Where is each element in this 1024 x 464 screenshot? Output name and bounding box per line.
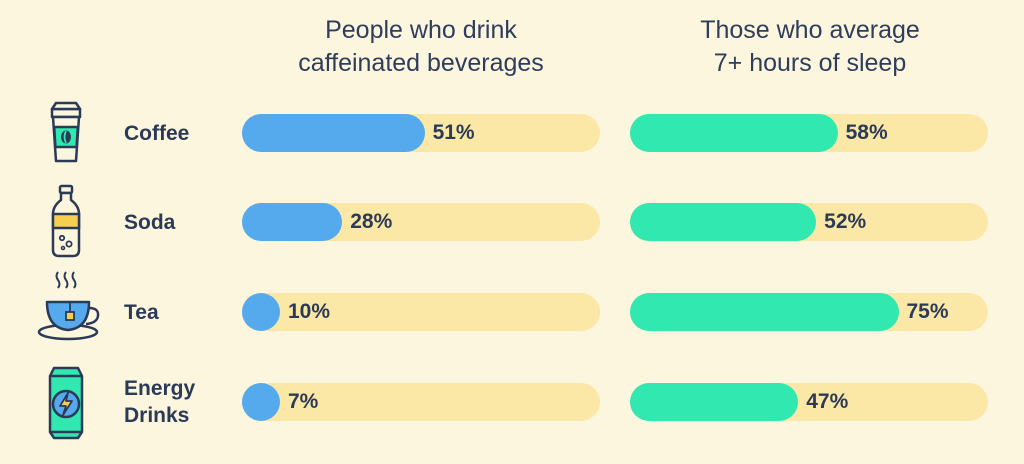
bar-track: 51% (242, 114, 600, 152)
bar-track: 7% (242, 383, 600, 421)
bar-value-label: 47% (806, 390, 849, 413)
tea-cup-icon (36, 268, 100, 348)
bar-caffeinated (242, 383, 280, 421)
bar-caffeinated (242, 293, 280, 331)
bar-value-label: 58% (845, 121, 888, 144)
bar-caffeinated (242, 114, 425, 152)
category-label: Energy Drinks (124, 375, 195, 429)
coffee-cup-icon (36, 93, 96, 173)
category-label-line: Energy (124, 377, 196, 400)
energy-drink-can-icon (36, 362, 96, 442)
bar-sleep (630, 203, 817, 241)
bar-value-label: 51% (432, 121, 475, 144)
bar-track: 47% (630, 383, 988, 421)
bar-track: 75% (630, 293, 988, 331)
series-title-sleep: Those who average 7+ hours of sleep (630, 14, 990, 80)
category-label: Coffee (124, 120, 189, 147)
chart-row: Tea 10% 75% (0, 271, 1024, 352)
bar-track: 10% (242, 293, 600, 331)
category-label-line: Soda (124, 210, 176, 234)
bar-track: 58% (630, 114, 988, 152)
bar-caffeinated (242, 203, 343, 241)
category-label-line: Coffee (124, 121, 190, 145)
chart-row: Soda 28% 52% (0, 182, 1024, 262)
bar-value-label: 52% (824, 210, 867, 233)
bar-value-label: 75% (906, 300, 949, 323)
soda-bottle-icon (36, 182, 96, 262)
bar-sleep (630, 293, 899, 331)
bar-value-label: 7% (288, 390, 319, 413)
bar-value-label: 10% (288, 300, 331, 323)
category-label-line: Tea (124, 300, 159, 324)
category-label: Tea (124, 299, 159, 326)
bar-track: 28% (242, 203, 600, 241)
chart-row: Coffee 51% 58% (0, 93, 1024, 173)
bar-value-label: 28% (350, 210, 393, 233)
bar-sleep (630, 383, 799, 421)
series-title-line: caffeinated beverages (298, 49, 544, 77)
series-title-line: People who drink (325, 16, 517, 44)
series-title-line: 7+ hours of sleep (713, 49, 907, 77)
series-title-line: Those who average (700, 16, 920, 44)
category-label-line: Drinks (124, 404, 190, 427)
category-label: Soda (124, 209, 175, 236)
chart-row: Energy Drinks 7% 47% (0, 362, 1024, 442)
bar-sleep (630, 114, 838, 152)
series-title-caffeinated: People who drink caffeinated beverages (241, 14, 601, 80)
bar-track: 52% (630, 203, 988, 241)
